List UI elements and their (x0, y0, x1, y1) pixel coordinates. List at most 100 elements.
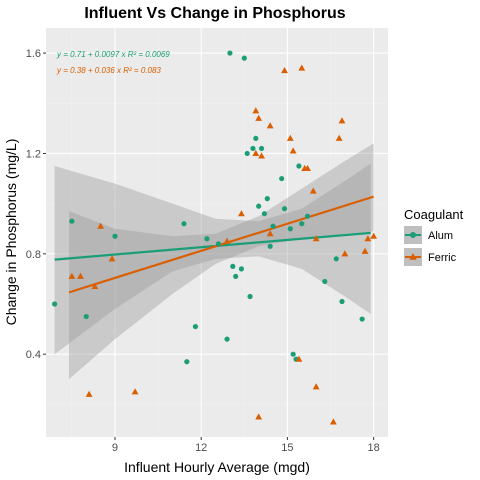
point-ferric-7 (223, 237, 231, 244)
point-alum-13 (238, 266, 245, 272)
point-alum-8 (215, 241, 222, 247)
confidence-band-ferric (68, 143, 374, 380)
fit-equations: y = 0.71 + 0.0097 x R² = 0.0069 y = 0.38 … (56, 50, 170, 75)
point-ferric-12 (255, 114, 263, 121)
point-ferric-9 (252, 107, 260, 114)
point-ferric-0 (68, 272, 76, 279)
legend-marker-alum (410, 232, 416, 238)
point-alum-21 (261, 211, 268, 217)
point-alum-19 (256, 203, 262, 209)
legend-marker-ferric (409, 253, 417, 260)
point-alum-14 (241, 55, 247, 61)
y-tick-label-0: 0.4 (26, 349, 41, 361)
point-alum-31 (299, 221, 305, 227)
legend-title: Coagulant (404, 207, 464, 222)
x-axis-title: Influent Hourly Average (mgd) (124, 459, 310, 475)
point-ferric-17 (286, 134, 294, 141)
point-ferric-2 (85, 390, 93, 397)
legend: Coagulant Alum Ferric (404, 207, 464, 266)
point-ferric-18 (289, 147, 297, 154)
point-alum-16 (247, 293, 253, 300)
point-ferric-23 (309, 187, 317, 194)
point-ferric-16 (281, 67, 288, 74)
point-alum-12 (233, 273, 239, 280)
fit-lines (54, 195, 374, 294)
point-alum-17 (250, 145, 256, 152)
point-alum-26 (281, 206, 288, 212)
point-ferric-1 (77, 272, 84, 279)
x-axis: 9 12 15 18 (112, 437, 380, 454)
y-tick-label-3: 1.6 (26, 48, 41, 60)
confidence-band-alum (54, 163, 371, 355)
point-alum-6 (192, 323, 199, 330)
x-tick-label-1: 12 (195, 442, 207, 454)
point-ferric-28 (338, 117, 346, 124)
point-alum-20 (258, 145, 265, 152)
x-tick-label-0: 9 (112, 442, 118, 454)
point-ferric-26 (329, 418, 337, 425)
x-tick-label-3: 18 (368, 442, 380, 454)
point-ferric-30 (361, 247, 369, 254)
x-tick-label-2: 15 (281, 442, 293, 454)
gridlines (46, 28, 388, 437)
point-alum-2 (83, 313, 89, 320)
point-alum-33 (322, 278, 328, 285)
point-alum-9 (224, 336, 230, 342)
point-ferric-15 (266, 230, 274, 237)
legend-label-ferric: Ferric (428, 252, 457, 264)
point-ferric-5 (108, 255, 116, 262)
point-alum-23 (267, 243, 273, 249)
plot-panel-background (46, 28, 388, 437)
point-ferric-20 (298, 64, 306, 71)
point-ferric-25 (312, 235, 320, 242)
point-ferric-24 (312, 383, 320, 390)
point-ferric-14 (266, 122, 274, 129)
point-ferric-29 (341, 250, 349, 257)
confidence-bands (54, 143, 374, 380)
point-alum-18 (253, 135, 259, 142)
point-alum-34 (333, 256, 339, 262)
point-ferric-11 (255, 413, 263, 420)
y-tick-label-1: 0.8 (26, 249, 41, 261)
point-ferric-13 (258, 152, 265, 159)
y-axis: 0.4 0.8 1.2 1.6 (26, 48, 46, 361)
point-alum-36 (359, 316, 365, 322)
plot-panel: y = 0.71 + 0.0097 x R² = 0.0069 y = 0.38 … (46, 28, 388, 437)
data-points (52, 50, 378, 425)
equation-ferric: y = 0.38 + 0.036 x R² = 0.083 (56, 66, 161, 75)
legend-items: Alum Ferric (404, 226, 457, 266)
fit-line-ferric (68, 195, 374, 294)
y-axis-title: Change in Phosphorus (mg/L) (3, 139, 19, 326)
y-tick-label-2: 1.2 (26, 148, 41, 160)
point-alum-35 (339, 298, 345, 305)
point-ferric-10 (252, 149, 260, 156)
chart-title: Influent Vs Change in Phosphorus (84, 5, 345, 22)
point-ferric-22 (304, 164, 311, 172)
point-ferric-4 (97, 222, 105, 229)
point-ferric-27 (335, 134, 343, 141)
point-alum-27 (287, 226, 293, 232)
legend-label-alum: Alum (428, 230, 453, 242)
equation-alum: y = 0.71 + 0.0097 x R² = 0.0069 (56, 50, 170, 59)
point-alum-3 (112, 233, 118, 239)
point-alum-32 (304, 213, 311, 219)
point-alum-28 (290, 351, 296, 357)
point-alum-5 (184, 359, 190, 365)
point-alum-7 (204, 236, 210, 242)
point-ferric-32 (370, 232, 378, 239)
point-alum-4 (181, 221, 187, 227)
point-ferric-19 (295, 355, 303, 362)
point-alum-22 (264, 196, 270, 202)
point-ferric-31 (364, 235, 372, 242)
point-ferric-8 (238, 210, 245, 217)
point-alum-15 (244, 150, 250, 157)
point-alum-30 (296, 163, 302, 169)
point-alum-24 (270, 223, 276, 229)
point-alum-11 (230, 263, 236, 269)
point-ferric-6 (131, 388, 139, 395)
point-ferric-3 (91, 282, 99, 289)
point-alum-0 (52, 301, 58, 307)
point-alum-10 (227, 50, 233, 56)
point-alum-1 (69, 218, 75, 224)
